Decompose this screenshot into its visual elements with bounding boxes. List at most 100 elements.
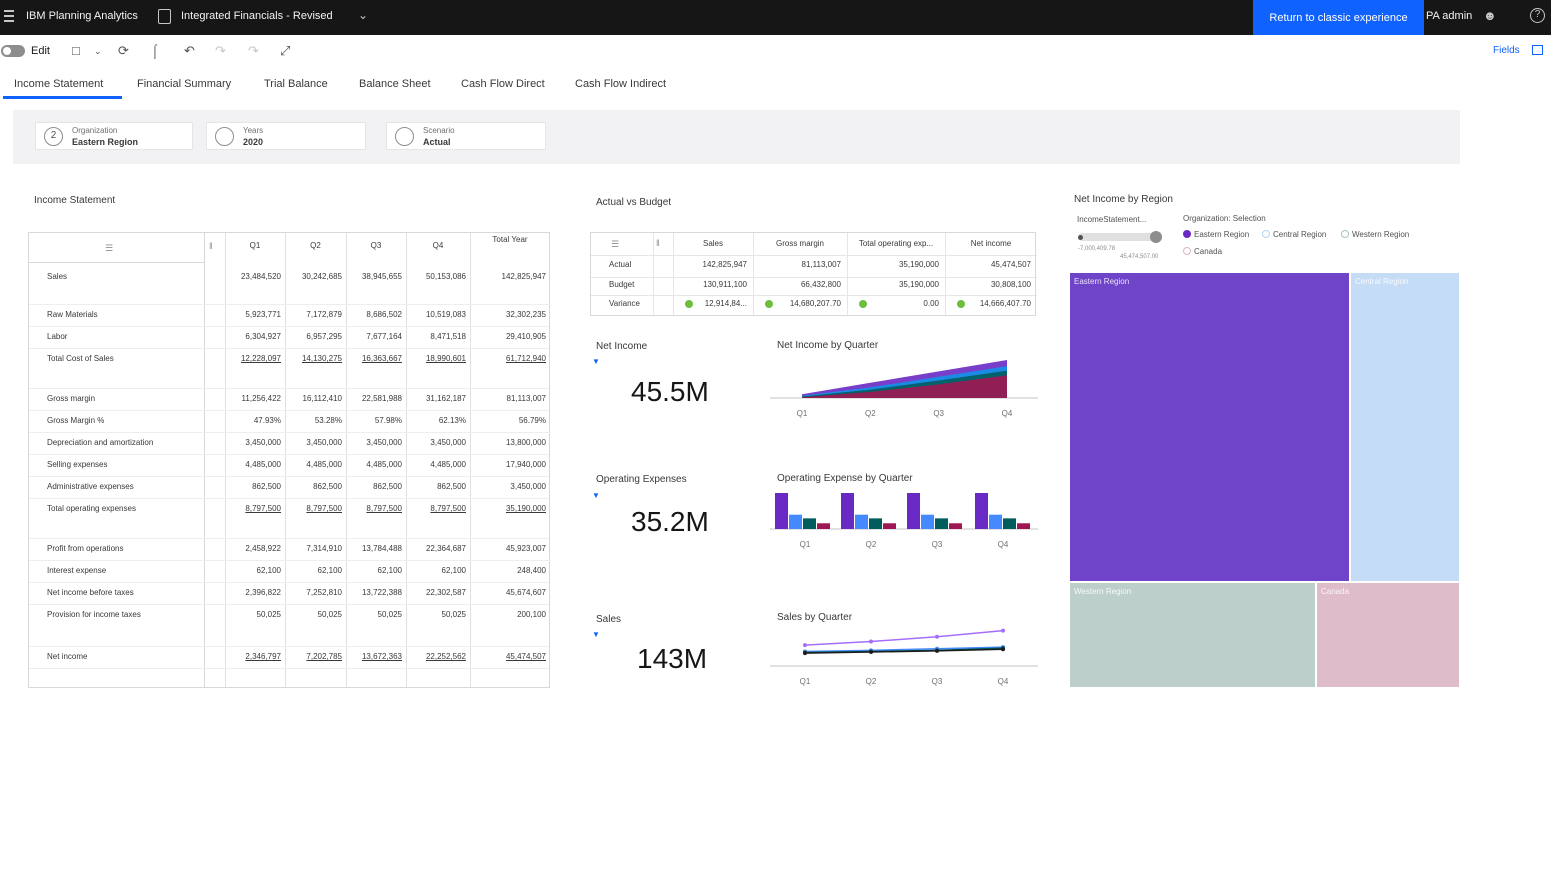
x-tick-label: Q3 xyxy=(932,677,943,686)
range-slider-max-handle[interactable] xyxy=(1150,231,1162,243)
column-header: Q2 xyxy=(310,241,321,250)
table-cell: 62,100 xyxy=(317,566,342,575)
x-tick-label: Q4 xyxy=(998,540,1009,549)
menu-icon[interactable] xyxy=(4,10,14,24)
tab-bar: Income Statement Financial Summary Trial… xyxy=(0,72,1551,100)
legend-item[interactable]: Canada xyxy=(1183,247,1222,256)
tab-financial-summary[interactable]: Financial Summary xyxy=(137,78,232,90)
legend-item[interactable]: Western Region xyxy=(1341,230,1409,239)
net-income-chart-title: Net Income by Quarter xyxy=(777,340,879,351)
user-icon[interactable]: ☻ xyxy=(1483,8,1497,23)
caret-down-icon[interactable]: ▼ xyxy=(592,491,600,500)
row-label: Administrative expenses xyxy=(47,482,134,491)
redo-all-icon[interactable]: ↷ xyxy=(248,43,259,58)
bar xyxy=(921,514,934,529)
line-series xyxy=(804,629,1004,646)
column-drag-handle-icon[interactable]: ‖ xyxy=(656,238,660,248)
toolbar: Edit □ ⌄ ⟳ ⌠ ↶ ↷ ↷ ⤢ Fields xyxy=(0,35,1551,67)
legend-item[interactable]: Eastern Region xyxy=(1183,230,1249,239)
treemap-cell[interactable]: Eastern Region xyxy=(1069,272,1350,582)
row-label: Total operating expenses xyxy=(47,504,136,513)
legend-item[interactable]: Central Region xyxy=(1262,230,1326,239)
view-icon[interactable]: □ xyxy=(72,43,80,58)
return-classic-button[interactable]: Return to classic experience xyxy=(1253,0,1424,35)
table-cell: 4,485,000 xyxy=(430,460,466,469)
range-slider-min-handle[interactable] xyxy=(1078,235,1083,240)
row-label: Gross margin xyxy=(47,394,96,403)
table-row: Total operating expenses 8,797,500 8,797,5… xyxy=(29,499,551,539)
bar xyxy=(789,514,802,529)
row-label: Net income before taxes xyxy=(47,588,134,597)
undo-icon[interactable]: ↶ xyxy=(184,43,195,58)
table-cell: 62,100 xyxy=(441,566,466,575)
user-name[interactable]: PA admin xyxy=(1426,10,1473,22)
drag-handle-icon[interactable]: ☰ xyxy=(611,239,620,249)
table-cell: 22,581,988 xyxy=(361,394,402,403)
table-cell: 35,190,000 xyxy=(898,260,939,269)
table-row: Net income before taxes 2,396,822 7,252,81… xyxy=(29,583,551,605)
fullscreen-icon[interactable]: ⤢ xyxy=(280,43,291,58)
table-cell: 3,450,000 xyxy=(245,438,281,447)
row-label: Total Cost of Sales xyxy=(47,354,114,363)
table-cell: 17,940,000 xyxy=(505,460,546,469)
legend-swatch-icon xyxy=(1341,230,1349,238)
slider-min-value: -7,000,409.78 xyxy=(1078,246,1116,252)
table-cell: 6,304,927 xyxy=(245,332,281,341)
chevron-down-icon[interactable]: ⌄ xyxy=(358,8,369,22)
bar xyxy=(975,493,988,529)
redo-icon[interactable]: ↷ xyxy=(215,43,226,58)
tab-cash-flow-direct[interactable]: Cash Flow Direct xyxy=(461,78,545,90)
treemap-cell[interactable]: Canada xyxy=(1316,582,1460,688)
income-statement-table: ☰ ‖ Q1 Q2 Q3 Q4 Total Year Sales 23,484,520 30,… xyxy=(28,232,551,688)
table-cell: 862,500 xyxy=(252,482,281,491)
row-label: Net income xyxy=(47,652,88,661)
table-cell: 4,485,000 xyxy=(306,460,342,469)
drag-handle-icon[interactable]: ☰ xyxy=(105,243,114,253)
table-cell: 50,025 xyxy=(256,610,281,619)
data-point xyxy=(935,634,939,639)
fields-link[interactable]: Fields xyxy=(1493,45,1520,56)
income-statement-title: Income Statement xyxy=(34,195,116,206)
table-cell: 10,519,083 xyxy=(425,310,466,319)
x-tick-label: Q2 xyxy=(865,409,876,418)
row-label: Sales xyxy=(47,272,68,281)
sales-chart-title: Sales by Quarter xyxy=(777,612,853,623)
column-divider xyxy=(346,233,347,687)
filter-scenario[interactable]: Scenario Actual xyxy=(386,122,546,150)
filter-organization[interactable]: 2 Organization Eastern Region xyxy=(35,122,193,150)
line-series xyxy=(804,646,1004,653)
refresh-icon[interactable]: ⟳ xyxy=(118,43,129,58)
caret-down-icon[interactable]: ▼ xyxy=(592,630,600,639)
column-drag-handle-icon[interactable]: ‖ xyxy=(209,241,213,251)
range-slider-track[interactable] xyxy=(1078,231,1162,243)
bar xyxy=(869,518,882,529)
filter-value: 2020 xyxy=(243,137,264,147)
tab-trial-balance[interactable]: Trial Balance xyxy=(264,78,328,90)
filter-years[interactable]: Years 2020 xyxy=(206,122,366,150)
help-icon[interactable]: ? xyxy=(1530,8,1545,23)
fields-icon[interactable] xyxy=(1532,45,1543,55)
row-label: Provision for income taxes xyxy=(47,610,141,619)
column-divider xyxy=(945,233,946,315)
operating-expense-by-quarter-chart: Q1 Q2 Q3 Q4 xyxy=(770,493,1038,549)
table-cell: 7,677,164 xyxy=(366,332,402,341)
row-label: Profit from operations xyxy=(47,544,124,553)
column-header: Net income xyxy=(970,239,1012,248)
share-icon[interactable]: ⌠ xyxy=(151,43,159,58)
row-divider xyxy=(591,255,1037,256)
treemap-cell[interactable]: Central Region xyxy=(1350,272,1460,582)
slider-max-value: 45,474,507.00 xyxy=(1120,254,1159,260)
table-cell: 200,100 xyxy=(517,610,546,619)
table-cell: 8,797,500 xyxy=(366,504,402,513)
tab-cash-flow-indirect[interactable]: Cash Flow Indirect xyxy=(575,78,667,90)
tab-income-statement[interactable]: Income Statement xyxy=(14,78,104,90)
caret-down-icon[interactable]: ▼ xyxy=(592,357,600,366)
chevron-down-icon[interactable]: ⌄ xyxy=(94,46,102,56)
treemap-cell[interactable]: Western Region xyxy=(1069,582,1316,688)
filter-value: Actual xyxy=(423,137,451,147)
table-cell: 13,722,388 xyxy=(361,588,402,597)
scenario-icon xyxy=(395,127,414,146)
table-cell: 3,450,000 xyxy=(366,438,402,447)
tab-balance-sheet[interactable]: Balance Sheet xyxy=(359,78,431,90)
edit-toggle[interactable] xyxy=(1,45,25,57)
